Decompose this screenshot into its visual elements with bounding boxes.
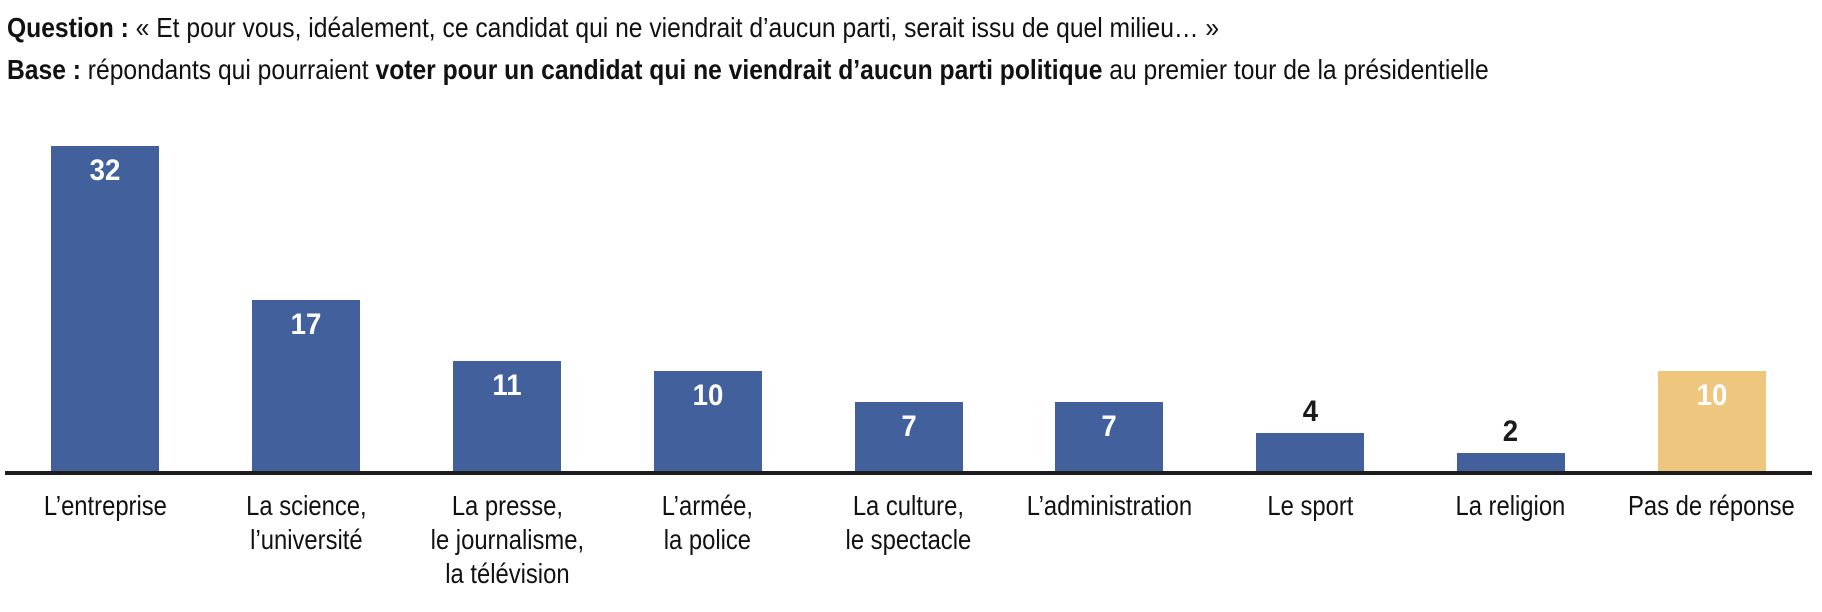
base-label: Base : — [7, 54, 81, 85]
bar-value-label-6: 4 — [1302, 395, 1318, 428]
category-label-1: La science, l’université — [245, 490, 367, 555]
bar-value-label-2: 11 — [492, 369, 522, 402]
bar-value-label-0: 32 — [90, 154, 121, 187]
bar-value-label-8: 10 — [1696, 379, 1727, 412]
bar-value-label-4: 7 — [900, 410, 917, 443]
bar-7 — [1456, 453, 1565, 474]
base-text-1: répondants qui pourraient — [80, 54, 376, 85]
bar-2: 11 — [452, 361, 561, 474]
bar-slot-1: 17 — [206, 146, 407, 474]
category-label-4: La culture, le spectacle — [845, 490, 972, 555]
bar-slot-5: 7 — [1009, 146, 1210, 474]
category-label-6: Le sport — [1267, 490, 1354, 521]
bar-slot-6: 4 — [1210, 146, 1411, 474]
bar-slot-2: 11 — [407, 146, 608, 474]
bar-6 — [1256, 433, 1365, 474]
question-line: Question : « Et pour vous, idéalement, c… — [7, 7, 1489, 49]
bar-4: 7 — [854, 402, 963, 474]
category-labels-row: L’entreprise La science, l’université La p… — [5, 489, 1812, 591]
base-text-2: au premier tour de la présidentielle — [1102, 54, 1489, 85]
category-label-8: Pas de réponse — [1628, 490, 1795, 521]
bar-chart-plot-area: 32 17 11 10 7 7 4 2 10 — [5, 146, 1812, 474]
question-label: Question : — [7, 12, 129, 43]
category-label-0: L’entreprise — [43, 490, 167, 521]
base-line: Base : répondants qui pourraient voter p… — [7, 49, 1489, 91]
base-text-bold: voter pour un candidat qui ne viendrait … — [375, 54, 1103, 85]
bar-slot-0: 32 — [5, 146, 206, 474]
bar-value-label-7: 2 — [1503, 415, 1519, 448]
bar-1: 17 — [252, 300, 361, 474]
category-label-5: L’administration — [1026, 490, 1192, 521]
bar-value-label-1: 17 — [290, 308, 322, 341]
question-text: « Et pour vous, idéalement, ce candidat … — [128, 12, 1220, 43]
bar-slot-4: 7 — [808, 146, 1009, 474]
x-axis-line — [5, 471, 1812, 475]
bar-0: 32 — [51, 146, 160, 474]
bar-value-label-5: 7 — [1101, 410, 1117, 443]
category-label-3: L’armée, la police — [662, 490, 754, 555]
bar-8: 10 — [1657, 371, 1766, 474]
category-label-7: La religion — [1455, 490, 1566, 521]
survey-header: Question : « Et pour vous, idéalement, c… — [7, 7, 1691, 91]
bar-slot-8: 10 — [1611, 146, 1812, 474]
bar-3: 10 — [653, 371, 762, 474]
category-label-2: La presse, le journalisme, la télévision — [430, 490, 584, 589]
bar-slot-7: 2 — [1410, 146, 1611, 474]
bar-value-label-3: 10 — [692, 379, 724, 412]
bar-slot-3: 10 — [607, 146, 808, 474]
bar-5: 7 — [1055, 402, 1164, 474]
